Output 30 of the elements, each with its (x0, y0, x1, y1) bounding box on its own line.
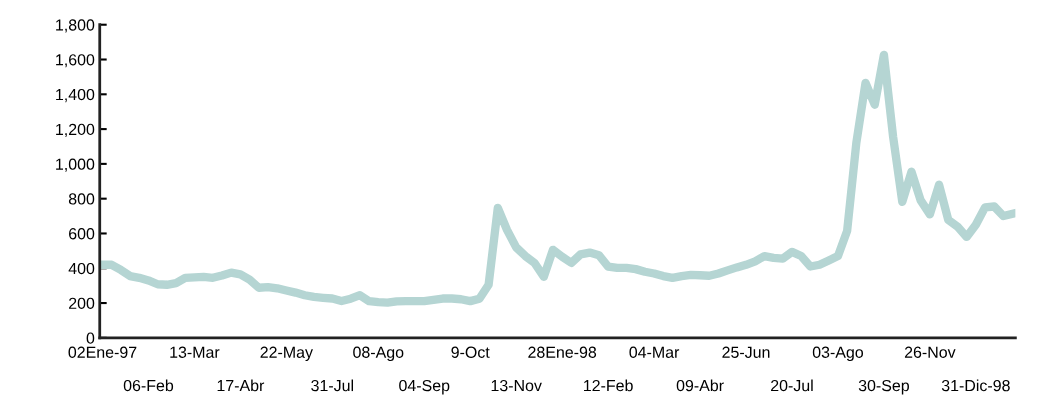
y-tick-label: 1,200 (56, 123, 95, 137)
x-tick-label: 22-May (260, 346, 313, 362)
x-tick-label: 20-Jul (771, 379, 813, 392)
x-tick-label: 30-Sep (858, 379, 909, 395)
x-tick-label: 04-Sep (399, 379, 450, 395)
y-tick-label: 1,600 (56, 54, 95, 68)
y-tick-label: 600 (69, 228, 95, 240)
x-tick-label: 12-Feb (584, 379, 633, 392)
x-tick-label: 25-Jun (722, 346, 770, 358)
y-tick-label: 1,800 (56, 19, 95, 33)
x-tick-label: 31-Jul (311, 379, 354, 392)
y-tick-label: 0 (86, 332, 95, 344)
x-tick-label: 09-Abr (676, 379, 724, 392)
x-tick-label: 13-Nov (491, 379, 542, 392)
x-tick-label: 04-Mar (629, 346, 680, 358)
x-tick-label: 03-Ago (812, 346, 864, 362)
y-tick-label: 200 (69, 297, 95, 309)
x-tick-label: 13-Mar (170, 346, 220, 358)
x-tick-label: 31-Dic-98 (941, 379, 1010, 392)
y-tick-label: 400 (68, 262, 95, 275)
x-tick-label: 9-Oct (451, 346, 490, 358)
x-tick-label: 26-Nov (904, 346, 956, 358)
x-tick-label: 02Ene-97 (68, 346, 137, 358)
x-tick-label: 28Ene-98 (528, 346, 597, 358)
x-tick-label: 17-Abr (217, 379, 265, 392)
x-tick-label: 06-Feb (123, 379, 174, 392)
y-tick-label: 1,400 (56, 88, 95, 103)
y-tick-label: 1,000 (56, 158, 95, 172)
x-tick-label: 08-Ago (353, 346, 404, 362)
y-tick-label: 800 (68, 193, 95, 205)
